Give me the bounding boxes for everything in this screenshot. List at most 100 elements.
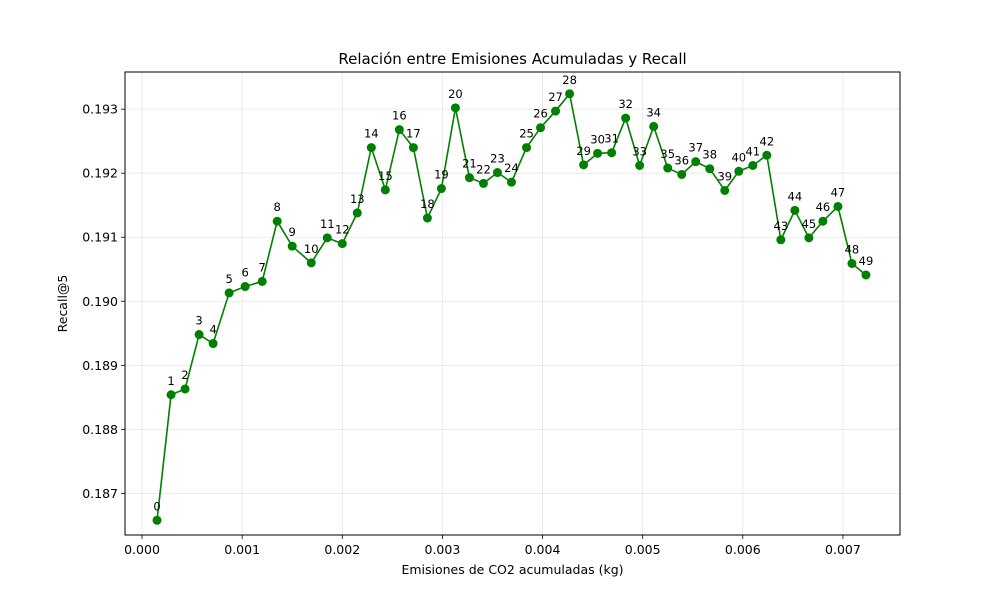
x-tick-label: 0.000	[124, 542, 160, 557]
data-point-label: 11	[320, 217, 335, 231]
data-point-label: 35	[660, 147, 675, 161]
data-point	[677, 169, 687, 179]
data-point	[422, 213, 432, 223]
data-point-label: 2	[181, 368, 188, 382]
y-tick-label: 0.189	[82, 358, 118, 373]
chart-title: Relación entre Emisiones Acumuladas y Re…	[338, 50, 686, 68]
data-point-label: 26	[533, 107, 548, 121]
data-point-label: 3	[195, 314, 202, 328]
data-point	[366, 143, 376, 153]
x-tick-label: 0.001	[224, 542, 260, 557]
x-tick-label: 0.003	[425, 542, 461, 557]
data-point	[272, 216, 282, 226]
data-point-label: 30	[590, 132, 605, 146]
data-point	[621, 113, 631, 123]
data-point-label: 10	[304, 242, 319, 256]
data-point-label: 29	[576, 144, 591, 158]
y-tick-label: 0.190	[82, 294, 118, 309]
y-axis: 0.187 0.188 0.189 0.190 0.191 0.192 0.193	[82, 102, 125, 501]
data-point-label: 25	[519, 127, 534, 141]
data-point-label: 5	[225, 272, 232, 286]
data-point	[649, 121, 659, 131]
data-point-label: 22	[476, 162, 491, 176]
x-tick-label: 0.007	[825, 542, 861, 557]
data-point	[478, 178, 488, 188]
data-point	[776, 235, 786, 245]
data-point-label: 0	[153, 499, 160, 513]
data-point-label: 8	[274, 200, 281, 214]
data-point-label: 17	[406, 127, 421, 141]
data-point	[450, 103, 460, 113]
data-point	[436, 184, 446, 194]
data-point	[352, 208, 362, 218]
data-point-label: 41	[745, 144, 760, 158]
data-point-label: 49	[859, 254, 874, 268]
data-point	[663, 163, 673, 173]
data-point	[804, 233, 814, 243]
data-point-label: 38	[702, 148, 717, 162]
data-point	[762, 150, 772, 160]
data-point	[847, 258, 857, 268]
data-point-label: 27	[548, 90, 563, 104]
data-point	[194, 330, 204, 340]
data-point	[224, 288, 234, 298]
x-tick-label: 0.004	[525, 542, 561, 557]
data-point	[464, 173, 474, 183]
data-point-label: 33	[632, 144, 647, 158]
data-point-label: 48	[845, 242, 860, 256]
data-point	[748, 160, 758, 170]
data-point-label: 32	[618, 97, 633, 111]
data-point-label: 31	[604, 132, 619, 146]
data-point-label: 6	[241, 266, 248, 280]
data-point	[394, 125, 404, 135]
data-point-label: 28	[562, 73, 577, 87]
data-point-label: 36	[674, 153, 689, 167]
data-point-label: 43	[774, 219, 789, 233]
data-point-label: 7	[259, 260, 266, 274]
data-point	[635, 160, 645, 170]
data-point	[565, 89, 575, 99]
x-axis-label: Emisiones de CO2 acumuladas (kg)	[401, 562, 623, 577]
data-point	[691, 157, 701, 167]
data-point	[306, 258, 316, 268]
plot-frame	[124, 71, 901, 536]
data-point-label: 21	[462, 157, 477, 171]
data-point-label: 19	[434, 168, 449, 182]
x-axis: 0.000 0.001 0.002 0.003 0.004 0.005 0.006 0.007	[124, 535, 861, 557]
data-point-label: 34	[646, 105, 661, 119]
series-group	[152, 89, 871, 525]
data-point	[322, 233, 332, 243]
data-point	[492, 168, 502, 178]
data-point-label: 45	[802, 217, 817, 231]
data-point-label: 16	[392, 109, 407, 123]
y-tick-label: 0.187	[82, 486, 118, 501]
y-axis-label: Recall@5	[55, 275, 70, 333]
data-point	[734, 166, 744, 176]
data-point	[579, 160, 589, 170]
data-point	[720, 185, 730, 195]
data-point	[180, 384, 190, 394]
data-point-label: 47	[831, 185, 846, 199]
data-point-label: 24	[504, 161, 519, 175]
y-tick-label: 0.188	[82, 422, 118, 437]
data-point	[551, 106, 561, 116]
data-point	[705, 164, 715, 174]
data-point-label: 46	[816, 200, 831, 214]
data-point-label: 23	[490, 152, 505, 166]
data-point-label: 37	[688, 141, 703, 155]
data-point	[208, 339, 218, 349]
x-tick-label: 0.002	[324, 542, 360, 557]
y-tick-label: 0.193	[82, 102, 118, 117]
data-point-label: 44	[788, 189, 803, 203]
data-point	[833, 201, 843, 211]
data-point-label: 40	[731, 150, 746, 164]
grid	[125, 72, 900, 535]
y-tick-label: 0.191	[82, 230, 118, 245]
x-tick-label: 0.005	[625, 542, 661, 557]
data-point-label: 15	[378, 169, 393, 183]
data-point	[380, 185, 390, 195]
data-point	[257, 276, 267, 286]
data-point	[337, 239, 347, 249]
x-tick-label: 0.006	[725, 542, 761, 557]
